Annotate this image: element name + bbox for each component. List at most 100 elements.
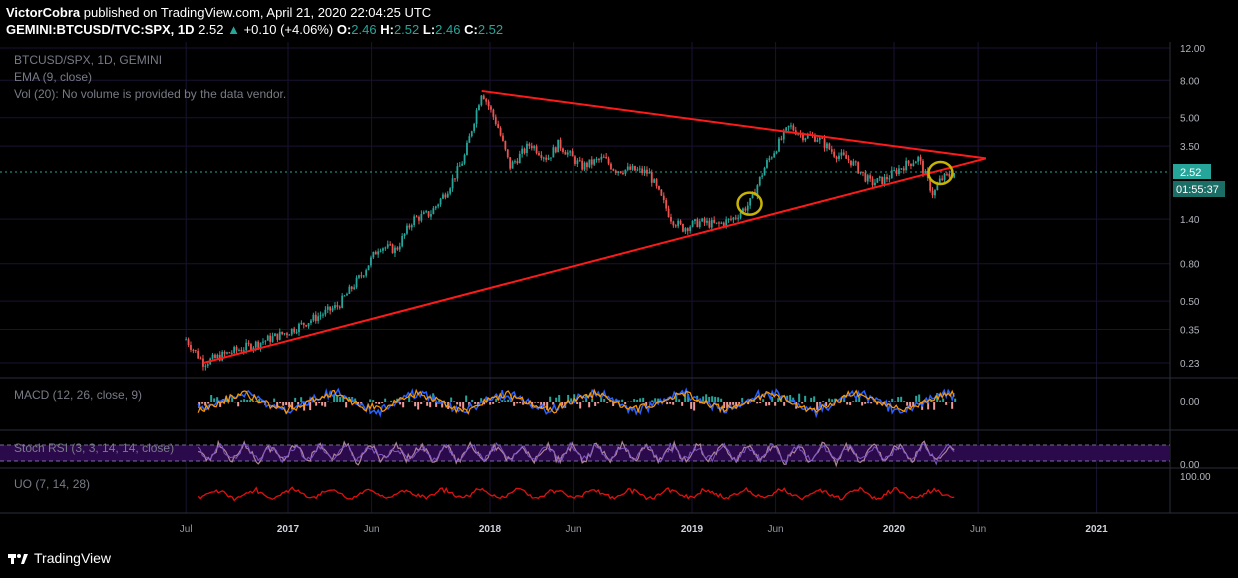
macd-histogram-bar [888, 400, 891, 402]
candle-body [734, 217, 737, 219]
candle-body [852, 161, 855, 166]
candle-body [422, 212, 425, 215]
macd-histogram-bar [492, 402, 495, 404]
candle-body [286, 333, 288, 335]
candle-body [854, 161, 857, 163]
candle-body [202, 358, 204, 367]
macd-histogram-bar [651, 400, 654, 402]
candle-body [641, 168, 644, 174]
uo-tick: 100.00 [1180, 472, 1211, 483]
macd-histogram-bar [915, 395, 918, 402]
candle-body [703, 218, 706, 223]
candle-body [914, 161, 917, 164]
candle-body [415, 216, 418, 218]
circle-annotation[interactable] [927, 160, 954, 186]
macd-histogram-bar [543, 402, 546, 406]
candle-body [238, 350, 240, 352]
macd-histogram-bar [738, 402, 741, 404]
candle-body [410, 225, 413, 228]
candle-body [250, 344, 252, 351]
stoch-tick: 0.00 [1180, 460, 1200, 471]
annotations[interactable] [736, 160, 954, 216]
x-tick-label: Jun [364, 524, 380, 535]
candle-body [478, 105, 480, 111]
macd-histogram-bar [369, 399, 372, 402]
candle-body [274, 333, 276, 337]
macd-histogram-bar [600, 397, 603, 402]
stoch-pane [197, 439, 955, 468]
macd-histogram-bar [249, 400, 252, 402]
macd-histogram-bar [315, 402, 318, 406]
time-axis[interactable]: Jul 2017 Jun 2018 Jun 2019 Jun 2020 Jun 2021 [180, 524, 1108, 535]
candle-body [374, 251, 377, 255]
candle-body [326, 306, 329, 310]
macd-histogram-bar [285, 402, 288, 406]
candle-body [722, 222, 725, 226]
candle-body [778, 138, 780, 152]
candle-body [379, 250, 382, 252]
tradingview-brand[interactable]: TradingView [8, 550, 111, 566]
circle-annotation[interactable] [736, 191, 763, 216]
candle-body [425, 211, 428, 213]
candle-body [715, 222, 718, 224]
data-point [870, 183, 871, 184]
lower-trendline[interactable] [203, 157, 987, 364]
candle-body [758, 176, 761, 186]
candle-body [547, 158, 550, 160]
candle-body [514, 161, 516, 163]
price-series [185, 94, 956, 371]
candle-body [382, 248, 384, 251]
macd-histogram-bar [495, 398, 498, 402]
candle-body [790, 125, 792, 127]
candle-body [226, 352, 228, 354]
macd-histogram-bar [768, 402, 771, 406]
macd-histogram-bar [816, 402, 819, 410]
candle-body [516, 161, 519, 164]
trendlines[interactable] [203, 89, 987, 364]
macd-histogram-bar [642, 397, 645, 402]
candle-body [667, 208, 670, 217]
macd-histogram-bar [465, 395, 468, 402]
candle-body [559, 139, 562, 149]
macd-histogram-bar [633, 399, 636, 402]
macd-histogram-bar [822, 401, 825, 402]
candle-body [542, 157, 545, 159]
macd-histogram-bar [579, 402, 582, 409]
candle-body [278, 331, 281, 340]
candle-body [528, 143, 531, 146]
macd-histogram-bar [321, 402, 324, 406]
upper-trendline[interactable] [481, 89, 987, 160]
macd-histogram-bar [534, 402, 537, 403]
candle-body [768, 158, 771, 161]
candle-body [444, 194, 447, 198]
macd-histogram-bar [552, 402, 555, 405]
macd-histogram-bar [918, 394, 921, 402]
macd-histogram-bar [759, 402, 762, 403]
candle-body [900, 168, 903, 170]
legend-title: BTCUSD/SPX, 1D, GEMINI [14, 53, 162, 67]
macd-histogram-bar [555, 397, 558, 402]
macd-histogram-bar [681, 402, 684, 406]
high-value: 2.52 [393, 22, 420, 37]
author-name[interactable]: VictorCobra [6, 5, 81, 20]
candle-body [430, 214, 432, 217]
macd-histogram-bar [258, 399, 261, 402]
macd-histogram-bar [522, 402, 525, 405]
x-tick-label: 2020 [883, 524, 906, 535]
candle-body [792, 125, 795, 131]
symbol-label: GEMINI:BTCUSD/TVC:SPX, 1D [6, 22, 195, 37]
candle-body [362, 275, 365, 277]
candle-body [590, 159, 593, 165]
pane-separators [0, 42, 1238, 514]
candle-body [473, 123, 476, 132]
price-axis[interactable]: 12.00 8.00 5.00 3.50 1.40 0.80 0.50 0.35 0.23 [1180, 44, 1205, 370]
candle-body [403, 233, 406, 236]
candle-body [242, 350, 245, 352]
candle-body [355, 277, 358, 288]
candle-body [264, 340, 267, 342]
candle-body [910, 163, 912, 166]
macd-histogram-bar [399, 402, 402, 405]
macd-histogram-bar [459, 402, 462, 407]
y-tick-label: 8.00 [1180, 76, 1200, 87]
